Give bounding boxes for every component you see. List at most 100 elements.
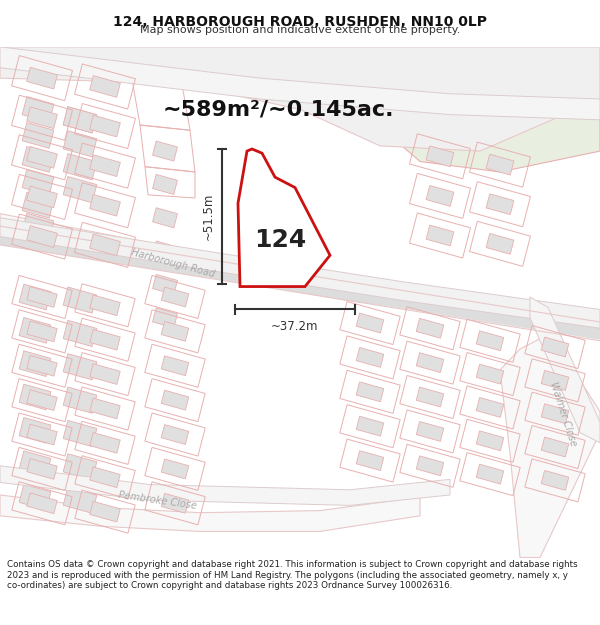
Polygon shape (63, 387, 97, 413)
Polygon shape (486, 233, 514, 254)
Polygon shape (541, 471, 569, 490)
Polygon shape (426, 186, 454, 206)
Polygon shape (22, 147, 54, 173)
Polygon shape (476, 364, 504, 384)
Polygon shape (19, 484, 51, 510)
Polygon shape (476, 464, 504, 484)
Polygon shape (152, 174, 178, 194)
Polygon shape (89, 115, 121, 137)
Polygon shape (476, 331, 504, 351)
Polygon shape (530, 297, 600, 443)
Polygon shape (0, 214, 600, 334)
Polygon shape (63, 454, 97, 480)
Polygon shape (416, 387, 444, 407)
Polygon shape (19, 384, 51, 410)
Polygon shape (356, 451, 384, 471)
Polygon shape (0, 466, 450, 506)
Polygon shape (152, 308, 178, 328)
Polygon shape (63, 421, 97, 447)
Polygon shape (19, 351, 51, 376)
Polygon shape (152, 208, 178, 227)
Polygon shape (152, 274, 178, 294)
Polygon shape (416, 421, 444, 441)
Polygon shape (19, 418, 51, 443)
Polygon shape (26, 186, 58, 208)
Polygon shape (27, 356, 57, 376)
Polygon shape (19, 284, 51, 310)
Polygon shape (161, 287, 189, 307)
Polygon shape (63, 107, 97, 133)
Polygon shape (152, 141, 178, 161)
Polygon shape (340, 47, 600, 172)
Polygon shape (416, 318, 444, 338)
Polygon shape (27, 287, 57, 308)
Polygon shape (356, 348, 384, 368)
Text: Pembroke Close: Pembroke Close (118, 490, 197, 511)
Polygon shape (63, 107, 97, 133)
Polygon shape (416, 456, 444, 476)
Text: 124: 124 (254, 228, 306, 252)
Polygon shape (89, 194, 121, 216)
Polygon shape (89, 155, 121, 176)
Polygon shape (63, 176, 97, 202)
Polygon shape (27, 493, 57, 514)
Polygon shape (63, 321, 97, 346)
Polygon shape (63, 154, 97, 180)
Polygon shape (161, 459, 189, 479)
Polygon shape (27, 459, 57, 479)
Text: ~37.2m: ~37.2m (271, 319, 319, 332)
Polygon shape (90, 329, 120, 350)
Polygon shape (90, 501, 120, 522)
Polygon shape (26, 226, 58, 248)
Polygon shape (0, 217, 600, 328)
Polygon shape (27, 424, 57, 445)
Polygon shape (238, 149, 330, 286)
Text: Contains OS data © Crown copyright and database right 2021. This information is : Contains OS data © Crown copyright and d… (7, 560, 578, 590)
Polygon shape (416, 352, 444, 372)
Polygon shape (19, 318, 51, 343)
Text: ~51.5m: ~51.5m (202, 193, 215, 241)
Polygon shape (19, 451, 51, 476)
Text: Harborough Road: Harborough Road (130, 248, 216, 279)
Polygon shape (27, 390, 57, 411)
Polygon shape (541, 437, 569, 457)
Polygon shape (26, 146, 58, 168)
Polygon shape (0, 47, 600, 120)
Polygon shape (486, 194, 514, 214)
Polygon shape (90, 467, 120, 488)
Polygon shape (356, 416, 384, 436)
Polygon shape (26, 107, 58, 129)
Polygon shape (63, 131, 97, 157)
Text: Walmer Close: Walmer Close (548, 380, 578, 447)
Polygon shape (63, 487, 97, 513)
Polygon shape (152, 241, 178, 261)
Polygon shape (63, 354, 97, 380)
Polygon shape (0, 47, 600, 151)
Polygon shape (541, 371, 569, 390)
Polygon shape (426, 146, 454, 167)
Polygon shape (22, 192, 54, 218)
Polygon shape (161, 356, 189, 376)
Polygon shape (476, 398, 504, 418)
Polygon shape (26, 68, 58, 89)
Polygon shape (22, 169, 54, 195)
Text: ~589m²/~0.145ac.: ~589m²/~0.145ac. (162, 99, 394, 119)
Polygon shape (90, 364, 120, 384)
Polygon shape (486, 154, 514, 175)
Polygon shape (541, 337, 569, 357)
Polygon shape (89, 234, 121, 256)
Polygon shape (426, 225, 454, 246)
Polygon shape (89, 76, 121, 98)
Polygon shape (356, 313, 384, 333)
Polygon shape (476, 431, 504, 451)
Polygon shape (161, 390, 189, 410)
Polygon shape (22, 97, 54, 122)
Polygon shape (90, 398, 120, 419)
Polygon shape (356, 382, 384, 402)
Polygon shape (541, 404, 569, 424)
Polygon shape (90, 295, 120, 316)
Polygon shape (161, 321, 189, 341)
Polygon shape (161, 424, 189, 444)
Text: Map shows position and indicative extent of the property.: Map shows position and indicative extent… (140, 25, 460, 35)
Polygon shape (63, 287, 97, 313)
